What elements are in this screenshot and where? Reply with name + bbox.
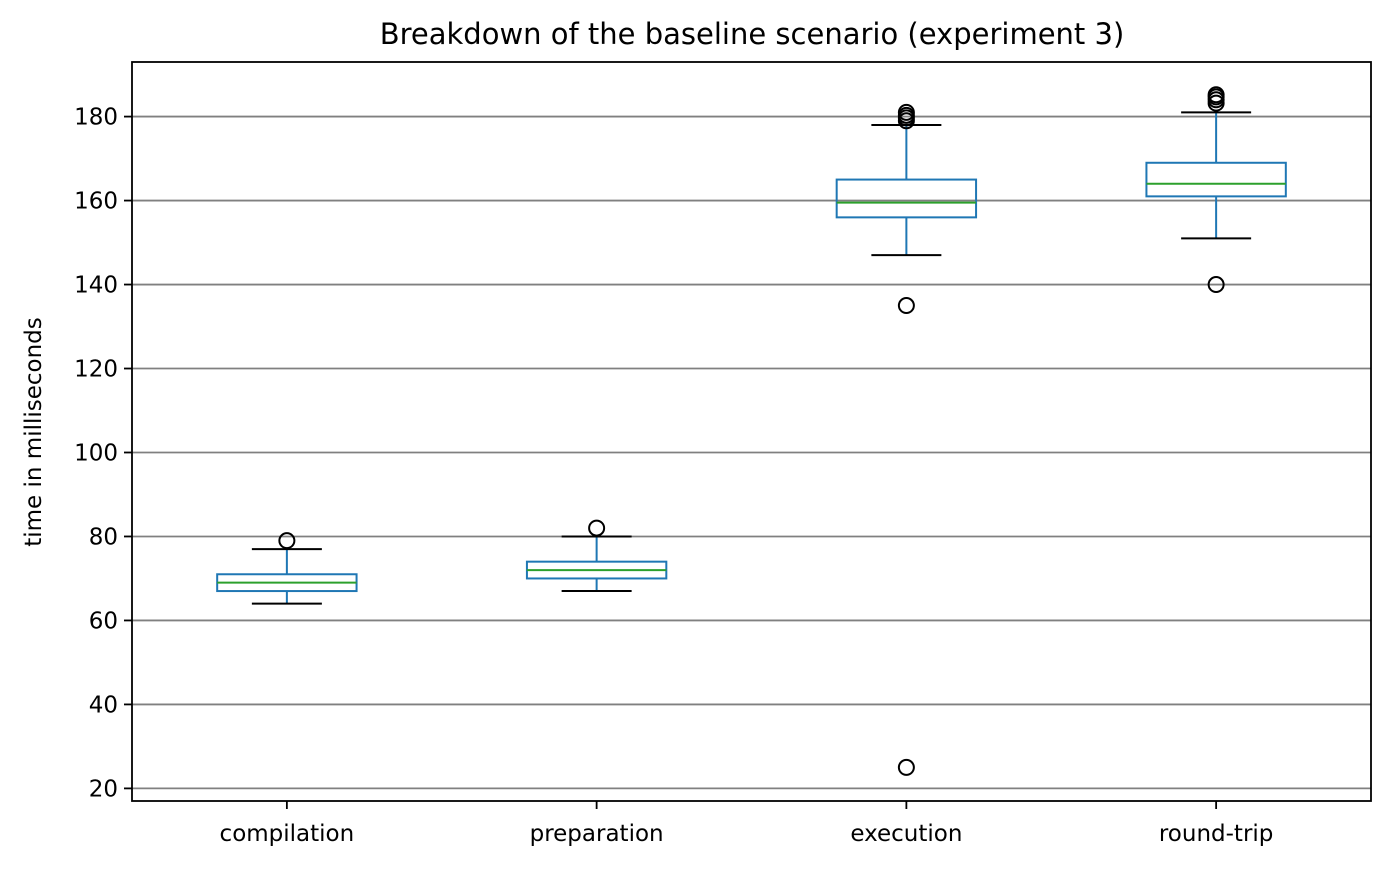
- outlier-point: [897, 103, 915, 121]
- y-tick-label: 160: [74, 189, 118, 215]
- box-round-trip: [1145, 86, 1287, 294]
- grid-lines: [132, 115, 1371, 790]
- x-tick-label: compilation: [220, 821, 355, 847]
- y-tick-label: 100: [74, 440, 118, 466]
- x-tick-label: execution: [850, 821, 962, 847]
- y-axis-ticks: 20 40 60 80 100 120 140 160 180: [74, 105, 132, 802]
- x-tick-label: round-trip: [1159, 821, 1274, 847]
- chart-title: Breakdown of the baseline scenario (expe…: [380, 17, 1125, 51]
- plot-frame: [131, 61, 1372, 802]
- y-tick-label: 140: [74, 273, 118, 299]
- box-execution: [835, 103, 978, 776]
- iqr-box: [1145, 161, 1287, 198]
- outlier-point: [1207, 86, 1225, 104]
- outlier-point: [278, 532, 296, 550]
- y-tick-label: 20: [89, 776, 118, 802]
- box-compilation: [216, 532, 358, 605]
- y-tick-label: 60: [89, 608, 118, 634]
- y-tick-label: 120: [74, 357, 118, 383]
- box-preparation: [525, 519, 668, 593]
- box-series: [216, 86, 1287, 776]
- y-axis-label: time in milliseconds: [21, 317, 47, 547]
- iqr-box: [835, 178, 978, 219]
- y-tick-label: 180: [74, 105, 118, 131]
- outlier-point: [897, 758, 915, 776]
- outlier-point: [588, 519, 606, 537]
- outlier-point: [897, 297, 915, 315]
- y-tick-label: 80: [89, 524, 118, 550]
- y-tick-label: 40: [89, 692, 118, 718]
- outlier-point: [1207, 276, 1225, 294]
- x-axis-ticks: compilation preparation execution round-tri…: [220, 801, 1274, 847]
- x-tick-label: preparation: [530, 821, 664, 847]
